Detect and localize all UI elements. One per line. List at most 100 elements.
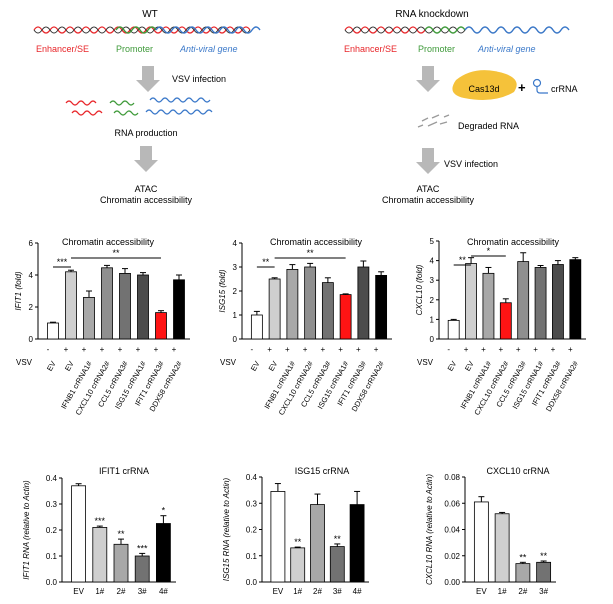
chromatin-accessibility-label: Chromatin accessibility xyxy=(382,195,475,205)
y-tick-label: 0.06 xyxy=(444,499,460,508)
y-tick-label: 0 xyxy=(29,335,34,344)
down-arrow-icon xyxy=(134,146,158,172)
vsv-sign: + xyxy=(82,345,87,354)
y-tick-label: 0.08 xyxy=(444,473,460,482)
sig-label: ** xyxy=(112,248,120,258)
bar xyxy=(113,543,129,583)
antiviral-gene-label: Anti-viral gene xyxy=(477,44,536,54)
x-tick-label: 1# xyxy=(293,587,302,596)
x-tick-label: EV xyxy=(267,360,280,373)
x-tick-label: EV xyxy=(63,360,76,373)
x-tick-label: EV xyxy=(476,587,487,596)
chart-panel-1: Chromatin accessibility 0 2 4 6 IFIT1 (fold) E… xyxy=(14,237,190,417)
significance-label: ** xyxy=(294,537,302,547)
bar xyxy=(494,513,510,583)
vsv-sign: + xyxy=(374,345,379,354)
bar xyxy=(310,504,325,583)
sig-label: ** xyxy=(307,248,315,258)
degraded-rna-icon xyxy=(417,114,450,128)
down-arrow-icon xyxy=(416,66,440,92)
vsv-sign: + xyxy=(136,345,141,354)
vsv-sign: + xyxy=(338,345,343,354)
y-tick-label: 0.00 xyxy=(444,578,460,587)
knockdown-title: RNA knockdown xyxy=(395,9,468,20)
vsv-row-label: VSV xyxy=(417,358,434,367)
dna-helix-knockdown xyxy=(344,26,570,34)
vsv-sign: + xyxy=(481,345,486,354)
significance-label: ** xyxy=(540,551,548,561)
significance-label: ** xyxy=(519,552,527,562)
y-axis-label: CXCL10 RNA (relative to Actin) xyxy=(425,474,434,585)
bar xyxy=(473,501,489,583)
y-tick-label: 0.1 xyxy=(46,552,58,561)
chart-panel-4: IFIT1 crRNA 0.0 0.1 0.2 0.3 0.4 IFIT1 RNA (rel… xyxy=(22,466,176,596)
enhancer-label: Enhancer/SE xyxy=(344,44,397,54)
bar xyxy=(71,485,86,583)
sig-label: *** xyxy=(57,257,68,267)
y-axis-label: CXCL10 (fold) xyxy=(415,264,424,315)
vsv-sign: + xyxy=(551,345,556,354)
sig-label: ** xyxy=(262,257,270,267)
y-tick-label: 4 xyxy=(430,257,435,266)
x-tick-label: EV xyxy=(463,360,476,373)
y-axis-label: ISG15 RNA (relative to Actin) xyxy=(222,477,231,581)
bar xyxy=(134,555,150,583)
schematic-knockdown: RNA knockdown Enhancer/SE Promoter Anti-… xyxy=(344,9,578,205)
bar xyxy=(465,263,477,340)
bar xyxy=(534,267,547,340)
bar xyxy=(250,314,263,340)
x-tick-label: EV xyxy=(249,360,262,373)
promoter-label: Promoter xyxy=(116,44,153,54)
bar xyxy=(47,322,59,340)
vsv-sign: + xyxy=(285,345,290,354)
x-tick-label: EV xyxy=(45,360,58,373)
significance-label: *** xyxy=(137,543,148,553)
y-tick-label: 5 xyxy=(430,237,435,246)
y-tick-label: 3 xyxy=(233,263,238,272)
bar xyxy=(349,504,365,583)
significance-label: ** xyxy=(334,534,342,544)
y-axis-label: IFIT1 (fold) xyxy=(14,271,23,310)
x-tick-label: EV xyxy=(273,587,284,596)
bar xyxy=(552,264,564,340)
bar xyxy=(357,266,370,340)
bar xyxy=(92,527,108,583)
y-tick-label: 0.4 xyxy=(46,474,58,483)
vsv-infection-label: VSV infection xyxy=(444,159,498,169)
antiviral-gene-label: Anti-viral gene xyxy=(179,44,238,54)
vsv-sign: - xyxy=(251,345,254,354)
x-tick-label: 4# xyxy=(353,587,362,596)
y-tick-label: 0.0 xyxy=(46,578,58,587)
schematic-wt: WT Enhancer/SE Promoter Anti-viral gene … xyxy=(33,9,261,205)
vsv-sign: + xyxy=(321,345,326,354)
vsv-sign: + xyxy=(64,345,69,354)
y-tick-label: 2 xyxy=(233,287,238,296)
chart-title: ISG15 crRNA xyxy=(295,466,350,476)
x-tick-label: 3# xyxy=(539,587,548,596)
rna-production-label: RNA production xyxy=(114,128,177,138)
bar xyxy=(155,523,171,583)
x-tick-label: 3# xyxy=(333,587,342,596)
atac-label: ATAC xyxy=(417,184,440,194)
bar xyxy=(375,274,388,340)
y-axis-label: ISG15 (fold) xyxy=(218,269,227,312)
bar xyxy=(536,561,552,583)
vsv-sign: + xyxy=(464,345,469,354)
enhancer-label: Enhancer/SE xyxy=(36,44,89,54)
y-tick-label: 0.3 xyxy=(46,500,58,509)
bar xyxy=(515,563,531,583)
vsv-sign: + xyxy=(498,345,503,354)
chromatin-accessibility-label: Chromatin accessibility xyxy=(100,195,193,205)
y-tick-label: 2 xyxy=(29,303,34,312)
bar xyxy=(119,272,131,340)
y-tick-label: 3 xyxy=(430,276,435,285)
vsv-row-label: VSV xyxy=(16,358,33,367)
vsv-sign: + xyxy=(172,345,177,354)
y-tick-label: 4 xyxy=(233,239,238,248)
bar xyxy=(339,294,352,340)
significance-label: *** xyxy=(95,516,106,526)
y-tick-label: 6 xyxy=(29,239,34,248)
y-tick-label: 0.4 xyxy=(246,473,258,482)
y-tick-label: 0 xyxy=(430,335,435,344)
y-tick-label: 0.2 xyxy=(246,526,258,535)
